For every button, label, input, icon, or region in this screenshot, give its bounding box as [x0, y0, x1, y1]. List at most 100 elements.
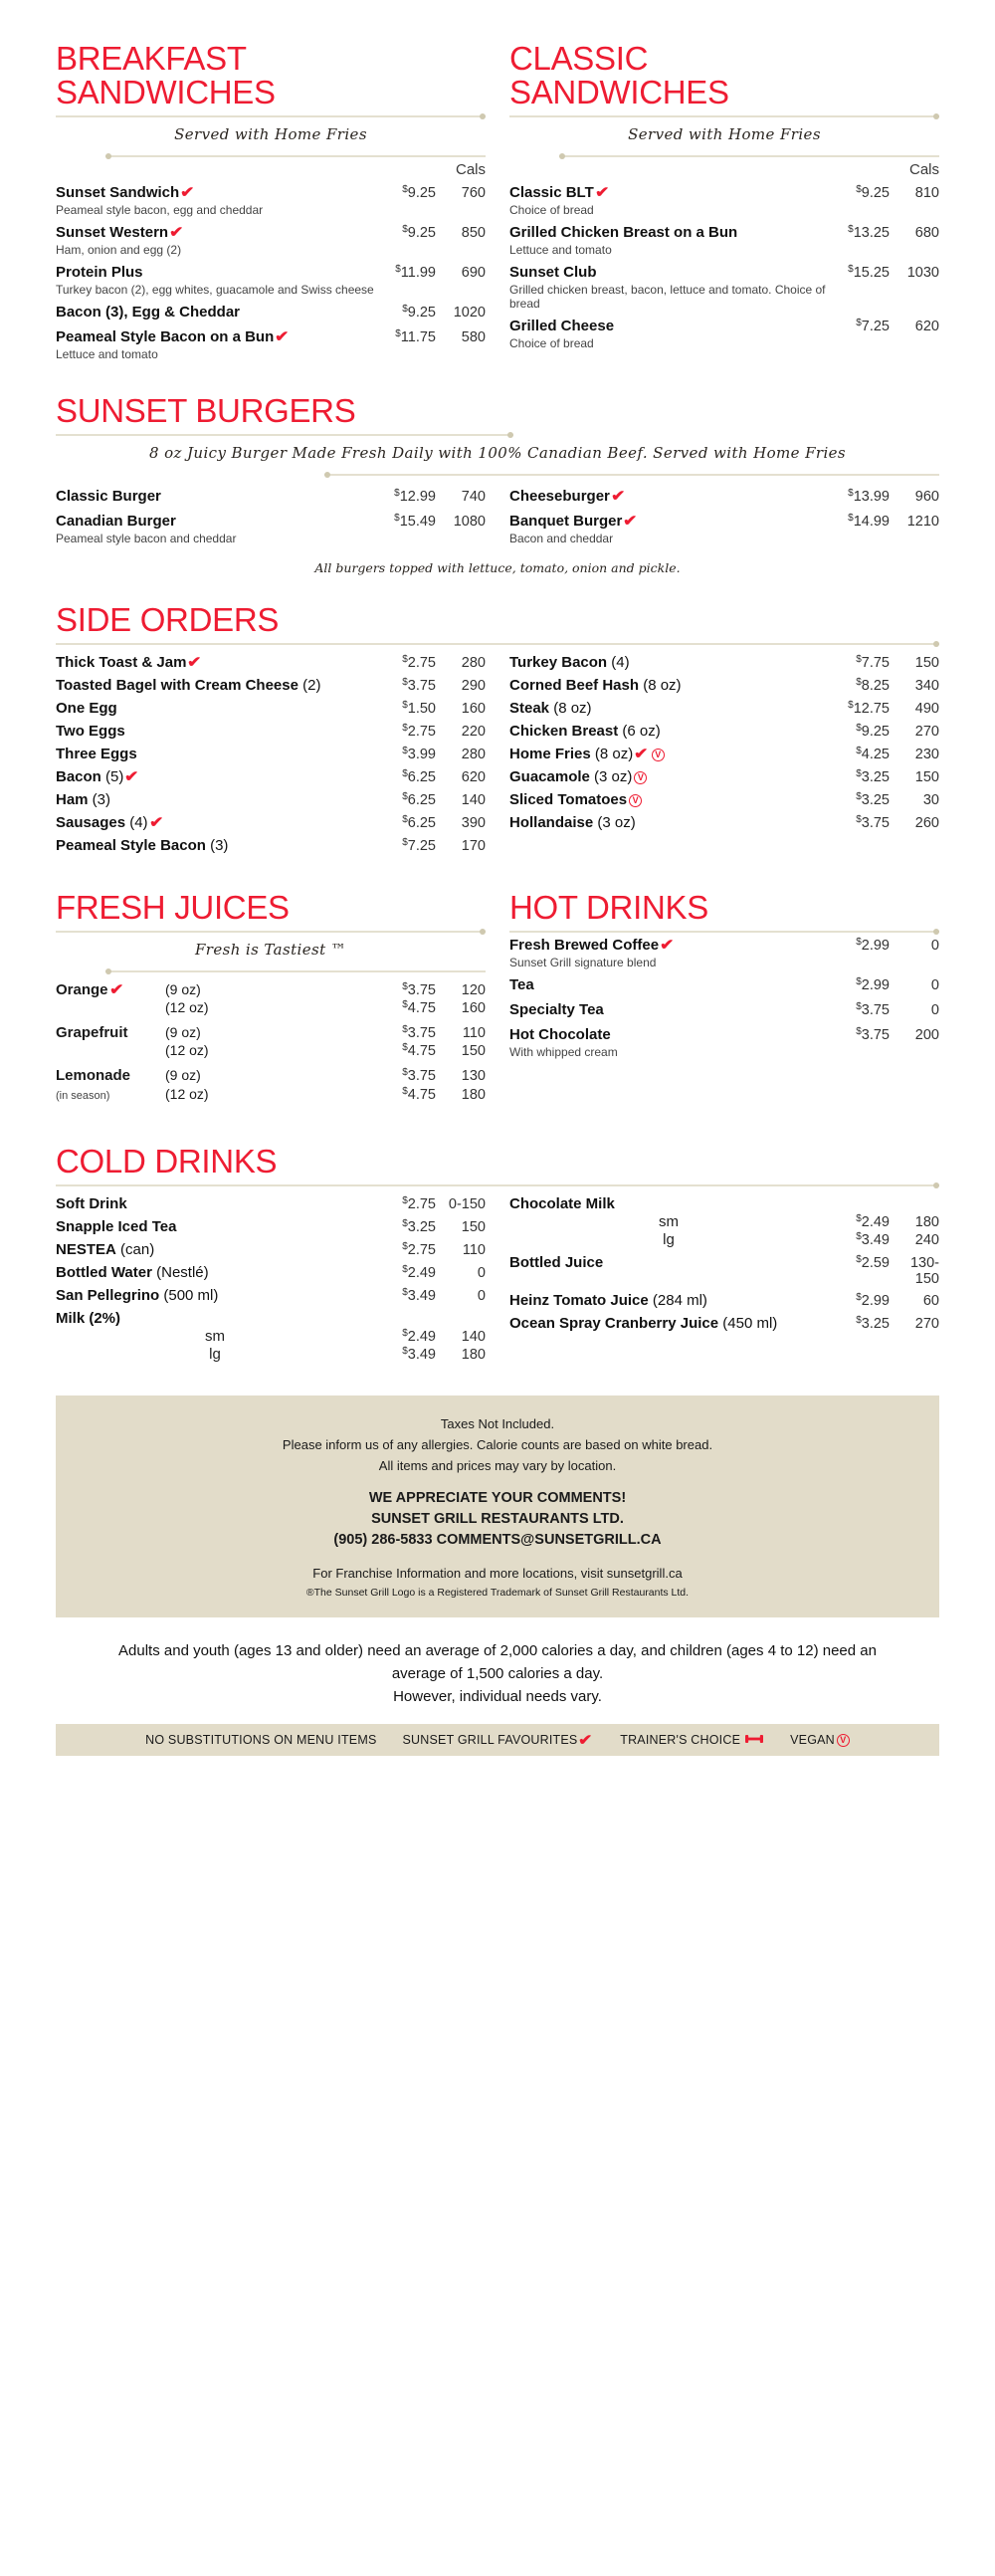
menu-item: Protein Plus $11.99 690 Turkey bacon (2), e… — [56, 260, 486, 300]
divider — [56, 432, 513, 438]
menu-item: Cheeseburger✔ $13.99 960 — [509, 484, 939, 509]
item-price: $2.75 — [402, 723, 436, 740]
divider — [105, 968, 486, 974]
item-description: Turkey bacon (2), egg whites, guacamole … — [56, 283, 374, 297]
item-description: With whipped cream — [509, 1045, 618, 1059]
item-price: $3.25 — [856, 1315, 890, 1332]
menu-item: Soft Drink $2.75 0-150 — [56, 1192, 486, 1215]
item-subnote: (in season) — [56, 1090, 110, 1102]
item-calories: 960 — [914, 489, 939, 505]
fresh-juices-column: FRESH JUICES Fresh is Tastiest ™ Orange✔… — [56, 891, 486, 1109]
item-name: Home Fries (8 oz)✔ V — [509, 746, 828, 763]
item-price: $15.49 — [394, 513, 436, 530]
item-size-label: (12 oz) — [165, 1086, 209, 1102]
item-calories: 200 — [914, 1027, 939, 1043]
divider — [509, 113, 939, 119]
franchise-info: For Franchise Information and more locat… — [312, 1566, 683, 1581]
item-name: Three Eggs — [56, 746, 137, 762]
item-price: $4.75 — [402, 1086, 436, 1103]
item-price: $12.75 — [848, 700, 890, 717]
dumbbell-icon — [744, 1733, 764, 1748]
item-name: One Egg — [56, 700, 117, 717]
item-price: $4.75 — [402, 999, 436, 1016]
item-price: $3.75 — [856, 814, 890, 831]
item-calories: 740 — [461, 489, 486, 505]
menu-item: One Egg $1.50 160 — [56, 697, 486, 720]
item-name: Ham (3) — [56, 791, 111, 808]
item-price: $3.49 — [856, 1231, 890, 1248]
divider — [56, 929, 486, 935]
menu-item: Snapple Iced Tea $3.25 150 — [56, 1215, 486, 1238]
vegan-icon: V — [634, 771, 648, 784]
footer-line-3: All items and prices may vary by locatio… — [378, 1458, 617, 1473]
item-calories: 850 — [461, 225, 486, 241]
item-calories: 0 — [930, 938, 939, 954]
item-description: Ham, onion and egg (2) — [56, 243, 182, 257]
menu-item: Specialty Tea $3.75 0 — [509, 997, 939, 1022]
item-price: $3.75 — [402, 981, 436, 998]
item-calories: 0 — [477, 1265, 486, 1281]
menu-item: Toasted Bagel with Cream Cheese (2) $3.75… — [56, 674, 486, 697]
cold-left-list: Soft Drink $2.75 0-150 Snapple Iced Tea $3.2… — [56, 1192, 486, 1366]
item-name: Grapefruit — [56, 1024, 128, 1041]
company-name: SUNSET GRILL RESTAURANTS LTD. — [371, 1511, 624, 1527]
item-name: Chocolate Milk — [509, 1195, 615, 1212]
item-price: $3.25 — [402, 1218, 436, 1235]
item-name: Protein Plus — [56, 264, 143, 281]
item-size-label: (9 oz) — [165, 1024, 201, 1040]
item-description: Lettuce and tomato — [56, 347, 158, 361]
item-name: Sausages (4)✔ — [56, 814, 164, 831]
item-name: Fresh Brewed Coffee✔ — [509, 937, 675, 954]
item-calories: 140 — [461, 792, 486, 808]
check-icon: ✔ — [148, 814, 164, 831]
item-calories: 340 — [914, 678, 939, 694]
menu-item: Home Fries (8 oz)✔ V $4.25 230 — [509, 743, 939, 765]
divider — [56, 113, 486, 119]
item-name: Two Eggs — [56, 723, 125, 740]
breakfast-items-list: Sunset Sandwich✔ $9.25 760 Peameal style ba… — [56, 180, 486, 364]
menu-item: Sunset Club $15.25 1030 Grilled chicken bre… — [509, 260, 939, 314]
menu-item: Hot Chocolate $3.75 200 With whipped cream — [509, 1022, 939, 1062]
item-calories: 620 — [461, 769, 486, 785]
check-icon: ✔ — [275, 328, 290, 345]
item-size-label: lg — [663, 1231, 675, 1248]
menu-item: Peameal Style Bacon (3) $7.25 170 — [56, 834, 486, 857]
cold-drinks-section: COLD DRINKS Soft Drink $2.75 0-150 Snapple … — [0, 1109, 995, 1366]
item-description: Sunset Grill signature blend — [509, 956, 657, 969]
menu-item: Grapefruit (9 oz) $3.75 110 (12 oz) $4.75 150 — [56, 1019, 486, 1062]
item-calories: 290 — [461, 678, 486, 694]
burgers-note: All burgers topped with lettuce, tomato,… — [314, 560, 681, 575]
cals-header: Cals — [455, 161, 486, 178]
check-icon: ✔ — [634, 746, 649, 762]
menu-page: BREAKFAST SANDWICHES Served with Home Fr… — [0, 42, 995, 1756]
item-price: $3.99 — [402, 746, 436, 762]
item-calories: 810 — [914, 185, 939, 201]
legend-vegan-label: VEGAN — [790, 1733, 835, 1747]
item-price: $2.75 — [402, 1195, 436, 1212]
legend-no-substitutions: NO SUBSTITUTIONS ON MENU ITEMS — [145, 1733, 376, 1747]
burgers-subtitle: 8 oz Juicy Burger Made Fresh Daily with … — [148, 444, 847, 462]
section-title-sides: SIDE ORDERS — [56, 601, 280, 638]
menu-item: Grilled Chicken Breast on a Bun $13.25 680… — [509, 220, 939, 260]
item-size-label: lg — [209, 1346, 221, 1363]
item-price: $12.99 — [394, 488, 436, 505]
item-price: $3.75 — [402, 677, 436, 694]
item-price: $4.75 — [402, 1042, 436, 1059]
item-name: Classic BLT✔ — [509, 184, 610, 201]
item-price: $8.25 — [856, 677, 890, 694]
item-name: Sunset Sandwich✔ — [56, 184, 195, 201]
item-description: Choice of bread — [509, 336, 594, 350]
check-icon: ✔ — [578, 1732, 594, 1749]
menu-item: Steak (8 oz) $12.75 490 — [509, 697, 939, 720]
item-price: $3.75 — [402, 1024, 436, 1041]
juice-items-list: Orange✔ (9 oz) $3.75 120 (12 oz) $4.75 160 Grap… — [56, 972, 486, 1109]
item-name: Cheeseburger✔ — [509, 488, 626, 505]
item-calories: 30 — [922, 792, 939, 808]
sides-left-list: Thick Toast & Jam✔ $2.75 280 Toasted Bagel … — [56, 651, 486, 857]
item-size-row: sm $2.49 180 — [509, 1213, 939, 1231]
legend-favourites-label: SUNSET GRILL FAVOURITES — [402, 1733, 578, 1747]
footer-line-2: Please inform us of any allergies. Calor… — [282, 1437, 713, 1452]
item-price: $9.25 — [402, 224, 436, 241]
menu-item: Bottled Juice $2.59 130- 150 — [509, 1251, 939, 1289]
item-calories: 110 — [462, 1025, 486, 1041]
